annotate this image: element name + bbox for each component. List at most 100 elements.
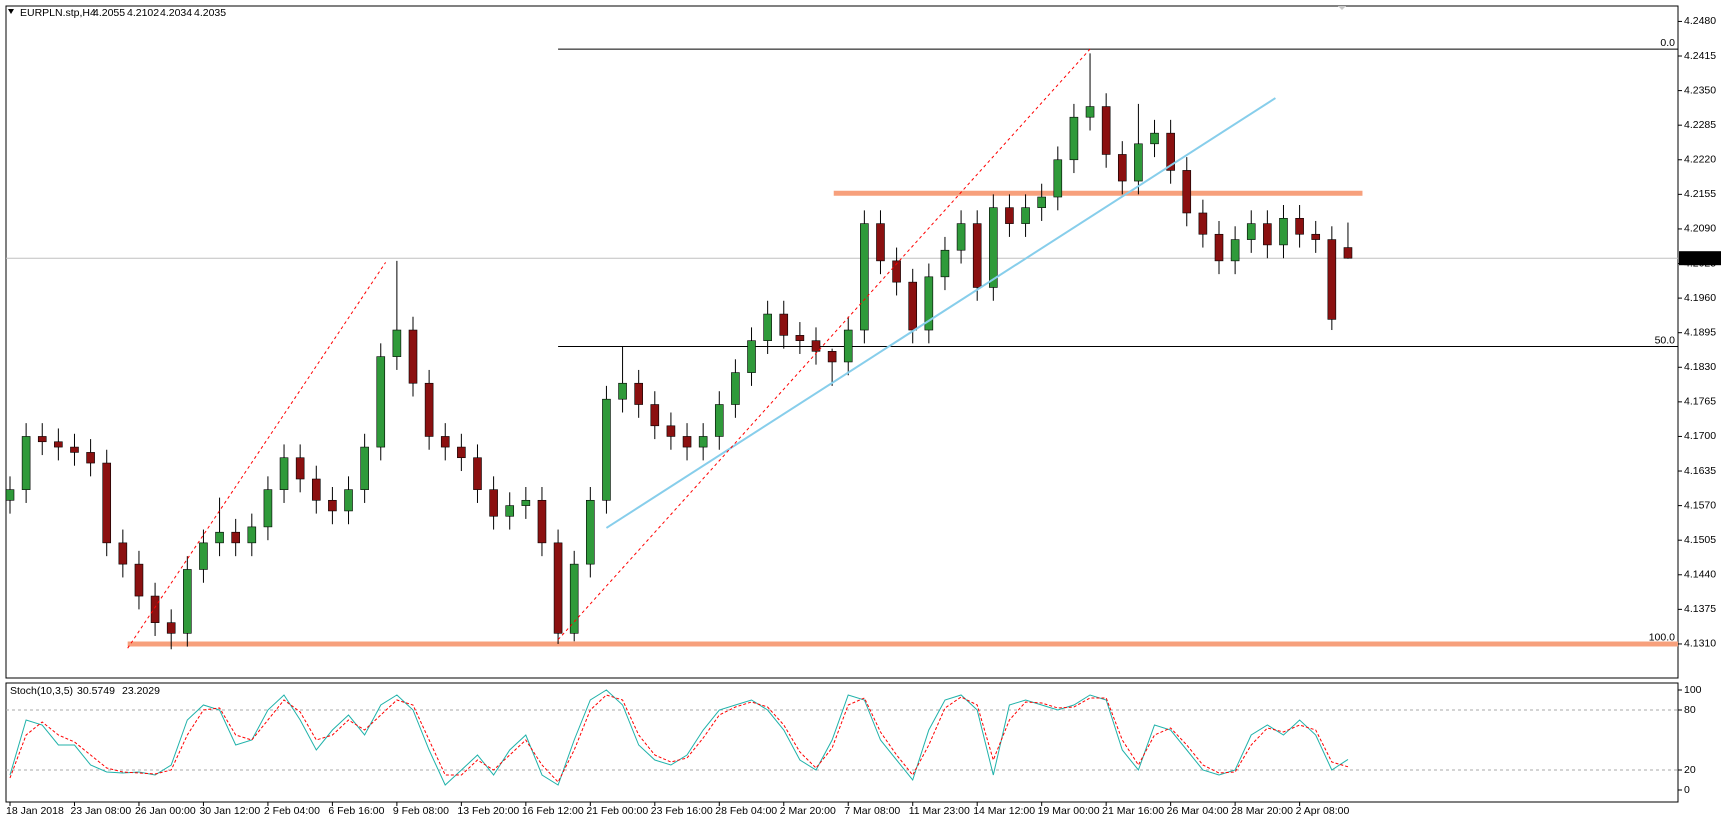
candle-body — [876, 223, 885, 262]
candle-body — [618, 382, 627, 400]
candle-body — [1182, 170, 1192, 214]
main-panel-frame — [5, 5, 1679, 679]
menu-arrow[interactable] — [8, 9, 14, 14]
trendline — [605, 97, 1276, 529]
candle-body — [1037, 196, 1046, 208]
x-tick-label: 21 Mar 16:00 — [1102, 805, 1164, 817]
y-tick-label: 4.1310 — [1684, 638, 1716, 650]
stoch-line — [9, 689, 1349, 786]
y-tick-label: 4.1440 — [1684, 569, 1716, 581]
candle-body — [843, 329, 853, 363]
candle-body — [21, 436, 31, 490]
candle-body — [1214, 233, 1224, 262]
candle-body — [586, 499, 595, 565]
candle-body — [731, 372, 740, 405]
x-tick-label: 7 Mar 08:00 — [844, 805, 900, 817]
candle-body — [682, 436, 692, 448]
y-tick-label: 80 — [1684, 704, 1696, 716]
candle-body — [553, 542, 563, 634]
symbol-title: EURPLN.stp,H4 — [20, 7, 96, 19]
candle-body — [1166, 132, 1175, 171]
x-tick-label: 16 Feb 12:00 — [522, 805, 584, 817]
candle-body — [150, 595, 160, 623]
ohlc-close: 4.2035 — [194, 7, 226, 19]
x-tick-label: 26 Jan 00:00 — [135, 805, 196, 817]
candle-body — [1198, 212, 1208, 235]
candle-body — [1101, 106, 1111, 155]
candle-body — [537, 499, 547, 544]
y-tick-label: 4.2220 — [1684, 154, 1716, 166]
candle-body — [747, 340, 756, 373]
candle-body — [360, 446, 369, 490]
candle-body — [1069, 116, 1079, 161]
candle-body — [1150, 132, 1159, 145]
candle-body — [908, 281, 918, 331]
candle-body — [1134, 143, 1143, 182]
y-tick-label: 4.2480 — [1684, 15, 1716, 27]
current-price-box — [1679, 251, 1721, 266]
candle-body — [1085, 106, 1095, 118]
stoch-main-value: 30.5749 — [77, 685, 115, 697]
candle-body — [5, 489, 15, 501]
stoch-signal-value: 23.2029 — [122, 685, 160, 697]
x-tick-label: 2 Apr 08:00 — [1296, 805, 1350, 817]
candle-body — [328, 499, 337, 512]
x-tick-label: 26 Mar 04:00 — [1167, 805, 1229, 817]
x-tick-label: 13 Feb 20:00 — [457, 805, 519, 817]
candle-body — [972, 223, 982, 288]
x-tick-label: 19 Mar 00:00 — [1038, 805, 1100, 817]
trendline — [127, 262, 387, 649]
candle-body — [54, 441, 63, 448]
candle-body — [473, 457, 482, 490]
candle-body — [263, 489, 273, 528]
candle-body — [956, 223, 966, 251]
candle-body — [247, 526, 257, 544]
candle-body — [392, 329, 402, 357]
candle-body — [102, 462, 112, 544]
candle-body — [1246, 223, 1256, 240]
candle-body — [892, 260, 901, 283]
candle-body — [215, 531, 224, 544]
candle-body — [1279, 217, 1288, 246]
ohlc-open: 4.2055 — [93, 7, 125, 19]
x-tick-label: 2 Feb 04:00 — [264, 805, 320, 817]
current-price-label: 4.2035 — [1682, 252, 1714, 264]
candle-body — [199, 542, 208, 570]
candle-body — [311, 478, 321, 501]
candle-body — [118, 542, 128, 565]
candle-body — [989, 207, 998, 288]
candle-body — [1327, 239, 1337, 320]
y-tick-label: 4.1505 — [1684, 534, 1716, 546]
candle-body — [763, 313, 772, 341]
candle-body — [650, 404, 660, 427]
candle-body — [827, 351, 837, 363]
candle-body — [698, 436, 708, 448]
shift-marker — [1338, 6, 1346, 10]
candle-body — [602, 398, 611, 501]
fib-label: 50.0 — [1655, 334, 1676, 346]
stoch-title: Stoch(10,3,5) — [10, 685, 73, 697]
fib-label: 0.0 — [1660, 37, 1675, 49]
candle-body — [1263, 223, 1272, 246]
y-tick-label: 4.2090 — [1684, 223, 1716, 235]
y-tick-label: 20 — [1684, 764, 1696, 776]
y-tick-label: 0 — [1684, 784, 1690, 796]
candle-body — [295, 457, 305, 480]
candle-body — [940, 249, 950, 278]
candle-body — [795, 335, 805, 341]
candle-body — [70, 446, 79, 453]
candle-body — [1021, 207, 1030, 224]
candle-body — [860, 223, 869, 331]
y-tick-label: 4.2350 — [1684, 84, 1716, 96]
candle-body — [1005, 207, 1014, 224]
candle-body — [457, 446, 466, 459]
x-tick-label: 6 Feb 16:00 — [328, 805, 384, 817]
candle-body — [1053, 159, 1063, 198]
candle-body — [134, 563, 144, 597]
candle-body — [424, 382, 434, 437]
candle-body — [86, 452, 95, 464]
y-tick-label: 4.1635 — [1684, 465, 1716, 477]
candle-body — [183, 569, 192, 634]
